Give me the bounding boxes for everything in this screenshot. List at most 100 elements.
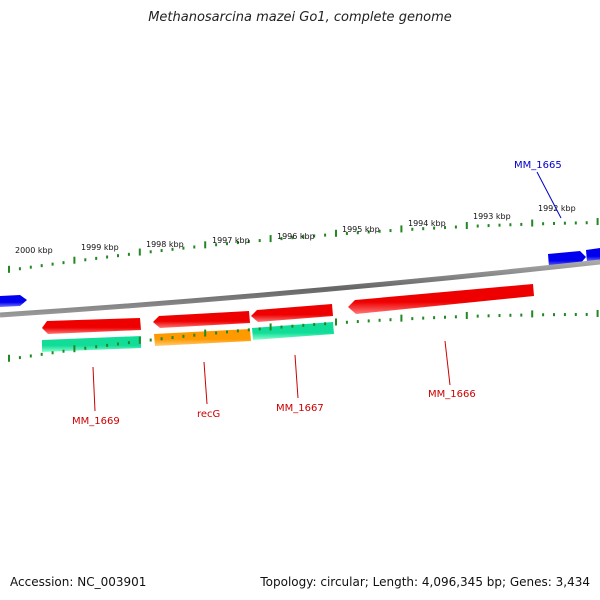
inner-gc-tick bbox=[476, 314, 479, 318]
outer-gc-tick bbox=[73, 256, 76, 264]
inner-gc-tick bbox=[40, 352, 43, 356]
outer-gc-tick bbox=[389, 229, 392, 233]
inner-gc-tick bbox=[215, 331, 218, 335]
inner-gc-tick bbox=[182, 334, 185, 338]
outer-gc-tick bbox=[236, 241, 239, 245]
tick-label-1998kbp: 1998 kbp bbox=[146, 240, 184, 249]
genome-backbone bbox=[0, 259, 600, 318]
outer-gc-tick bbox=[356, 231, 359, 235]
tick-label-1992kbp: 1992 kbp bbox=[538, 204, 576, 213]
gene-arrow-mm1666[interactable] bbox=[348, 284, 534, 314]
inner-gc-tick bbox=[226, 330, 228, 334]
outer-gc-tick bbox=[498, 223, 501, 227]
callout-line-mm1667 bbox=[294, 354, 299, 399]
tick-labels: 2000 kbp 1999 kbp 1998 kbp 1997 kbp 1996… bbox=[15, 204, 576, 255]
cog-genes bbox=[42, 322, 334, 352]
inner-gc-tick bbox=[563, 313, 566, 317]
inner-gc-tick bbox=[95, 345, 98, 349]
map-title: Methanosarcina mazei Go1, complete genom… bbox=[148, 10, 452, 25]
inner-gc-tick bbox=[193, 333, 196, 337]
outer-gc-tick bbox=[182, 246, 185, 250]
inner-gc-tick bbox=[444, 315, 446, 319]
gene-arrow-blue-left[interactable] bbox=[0, 295, 27, 307]
outer-gc-tick bbox=[509, 223, 512, 227]
inner-gc-tick bbox=[411, 317, 414, 321]
inner-gc-tick bbox=[400, 314, 403, 322]
inner-gc-tick bbox=[204, 329, 207, 337]
inner-gc-tick bbox=[422, 316, 425, 320]
outer-gc-tick bbox=[345, 231, 348, 235]
cog-bar-mm1669[interactable] bbox=[42, 336, 141, 352]
outer-gc-tick bbox=[215, 243, 218, 247]
outer-gc-tick bbox=[411, 227, 414, 231]
callout-line-mm1666 bbox=[444, 340, 451, 386]
outer-gc-tick bbox=[51, 262, 54, 266]
outer-gc-tick bbox=[531, 219, 534, 227]
inner-gc-tick bbox=[302, 323, 305, 327]
inner-gc-tick bbox=[520, 313, 523, 317]
inner-gc-tick bbox=[356, 320, 359, 324]
inner-gc-tick bbox=[389, 318, 392, 322]
inner-gc-tick bbox=[269, 323, 272, 331]
tick-label-1996kbp: 1996 kbp bbox=[277, 232, 315, 241]
gene-arrow-mm1669[interactable] bbox=[42, 318, 141, 334]
outer-gc-tick bbox=[40, 264, 43, 268]
outer-gc-tick bbox=[454, 225, 457, 229]
cog-bar-mm1667[interactable] bbox=[252, 322, 334, 340]
outer-gc-tick bbox=[563, 221, 566, 225]
inner-gc-tick bbox=[313, 323, 316, 327]
inner-gc-track bbox=[8, 309, 599, 362]
outer-gc-tick bbox=[313, 234, 316, 238]
inner-gc-tick bbox=[127, 341, 130, 345]
gene-label-mm1665[interactable]: MM_1665 bbox=[514, 160, 562, 171]
inner-gc-tick bbox=[487, 314, 490, 318]
inner-gc-tick bbox=[574, 313, 577, 317]
gene-label-mm1666[interactable]: MM_1666 bbox=[428, 389, 476, 400]
inner-gc-tick bbox=[596, 309, 599, 317]
outer-gc-tick bbox=[258, 239, 261, 243]
outer-gc-tick bbox=[553, 221, 555, 225]
inner-gc-tick bbox=[236, 329, 239, 333]
inner-gc-tick bbox=[160, 337, 163, 341]
gene-label-mm1669[interactable]: MM_1669 bbox=[72, 416, 120, 427]
outer-gc-tick bbox=[95, 256, 98, 260]
gene-labels: MM_1669 recG MM_1667 MM_1666 MM_1665 bbox=[72, 160, 562, 427]
outer-gc-tick bbox=[269, 235, 272, 243]
inner-gc-tick bbox=[8, 354, 10, 362]
inner-gc-tick bbox=[531, 310, 534, 318]
tick-label-2000kbp: 2000 kbp bbox=[15, 246, 53, 255]
outer-gc-tick bbox=[84, 258, 87, 262]
inner-gc-tick bbox=[18, 356, 21, 360]
outer-gc-tick bbox=[542, 222, 545, 226]
outer-gc-tick bbox=[465, 222, 468, 230]
cog-bar-recg[interactable] bbox=[154, 329, 251, 346]
inner-gc-tick bbox=[117, 342, 119, 346]
callout-line-mm1669 bbox=[92, 366, 96, 412]
tick-label-1997kbp: 1997 kbp bbox=[212, 236, 250, 245]
outer-gc-tick bbox=[29, 265, 32, 269]
inner-gc-tick bbox=[51, 351, 54, 355]
inner-gc-tick bbox=[258, 327, 261, 331]
gene-arrow-mm1667[interactable] bbox=[251, 304, 333, 322]
inner-gc-tick bbox=[291, 324, 294, 328]
tick-label-1999kbp: 1999 kbp bbox=[81, 243, 119, 252]
outer-gc-tick bbox=[160, 249, 163, 253]
outer-gc-tick bbox=[247, 240, 250, 244]
outer-gc-tick bbox=[422, 227, 425, 231]
inner-gc-tick bbox=[171, 336, 174, 340]
gene-label-recg[interactable]: recG bbox=[197, 409, 220, 420]
gene-arrow-recg[interactable] bbox=[153, 311, 250, 328]
inner-gc-tick bbox=[247, 328, 250, 332]
outer-gc-tick bbox=[149, 250, 152, 254]
gene-arrow-blue-right[interactable] bbox=[586, 248, 600, 262]
gene-label-mm1667[interactable]: MM_1667 bbox=[276, 403, 324, 414]
inner-gc-tick bbox=[324, 322, 327, 326]
outer-gc-tick bbox=[433, 226, 436, 230]
outer-gc-tick bbox=[106, 255, 109, 259]
outer-gc-tick bbox=[18, 267, 21, 271]
callout-lines bbox=[92, 171, 562, 412]
outer-gc-tick bbox=[596, 218, 599, 226]
outer-gc-tick bbox=[302, 235, 305, 239]
accession-label: Accession: NC_003901 bbox=[10, 575, 147, 589]
